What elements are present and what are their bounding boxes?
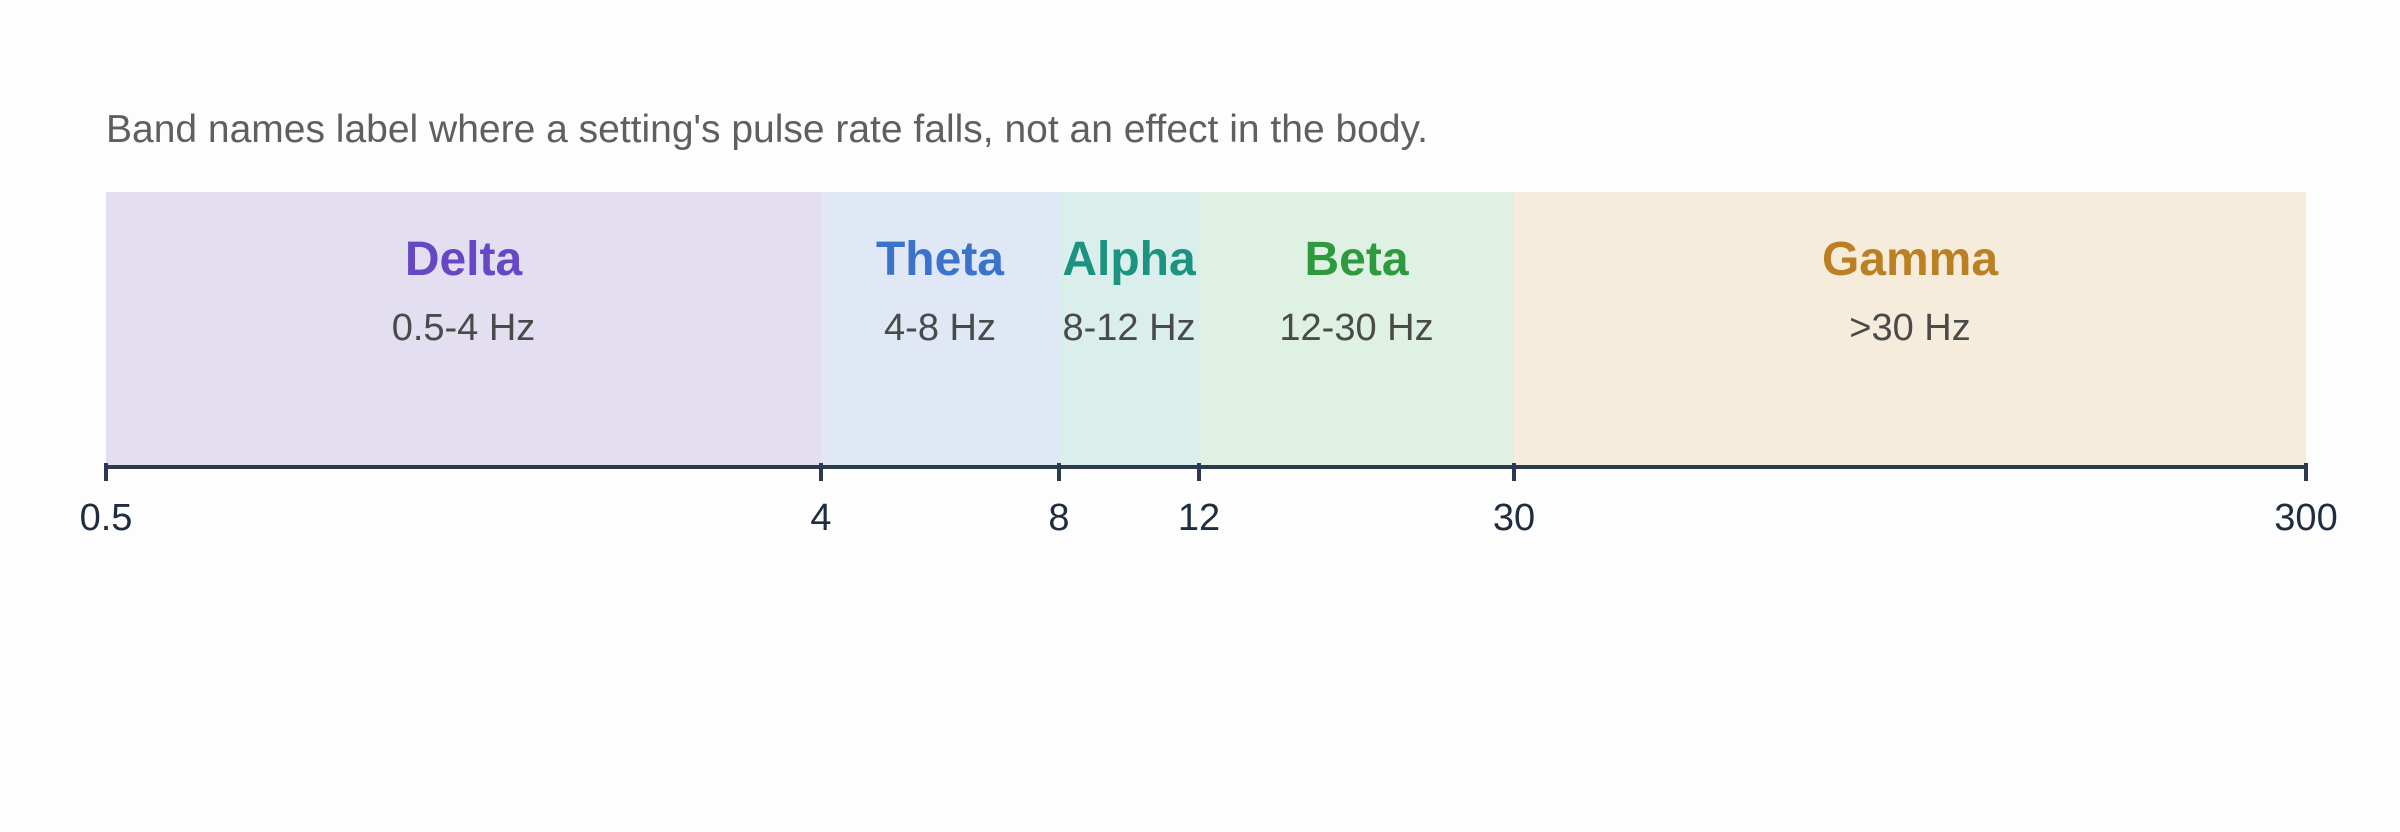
band-gamma: Gamma >30 Hz [1514, 192, 2306, 467]
band-alpha-name: Alpha [1062, 233, 1196, 286]
band-gamma-range: >30 Hz [1849, 307, 1970, 349]
axis-tick-label: 4 [810, 497, 831, 539]
band-beta-name: Beta [1304, 233, 1408, 286]
band-delta: Delta 0.5-4 Hz [106, 192, 821, 467]
band-delta-name: Delta [405, 233, 523, 286]
band-alpha-region [1059, 192, 1199, 467]
band-beta-range: 12-30 Hz [1279, 307, 1433, 349]
axis-tick-label: 8 [1048, 497, 1069, 539]
band-alpha: Alpha 8-12 Hz [1059, 192, 1199, 467]
band-delta-range: 0.5-4 Hz [392, 307, 536, 349]
band-gamma-name: Gamma [1822, 233, 1998, 286]
axis-tick-label: 30 [1493, 497, 1535, 539]
axis-tick-label: 300 [2274, 497, 2337, 539]
frequency-axis: 0.5 4 8 12 30 300 [80, 463, 2338, 539]
band-gamma-region [1514, 192, 2306, 467]
band-theta: Theta 4-8 Hz [821, 192, 1059, 467]
band-theta-range: 4-8 Hz [884, 307, 996, 349]
axis-tick-label: 0.5 [80, 497, 133, 539]
band-alpha-range: 8-12 Hz [1062, 307, 1195, 349]
band-theta-name: Theta [876, 233, 1004, 286]
diagram-caption: Band names label where a setting's pulse… [106, 108, 1428, 151]
band-beta-region [1199, 192, 1514, 467]
axis-tick-label: 12 [1178, 497, 1220, 539]
band-theta-region [821, 192, 1059, 467]
band-delta-region [106, 192, 821, 467]
band-beta: Beta 12-30 Hz [1199, 192, 1514, 467]
